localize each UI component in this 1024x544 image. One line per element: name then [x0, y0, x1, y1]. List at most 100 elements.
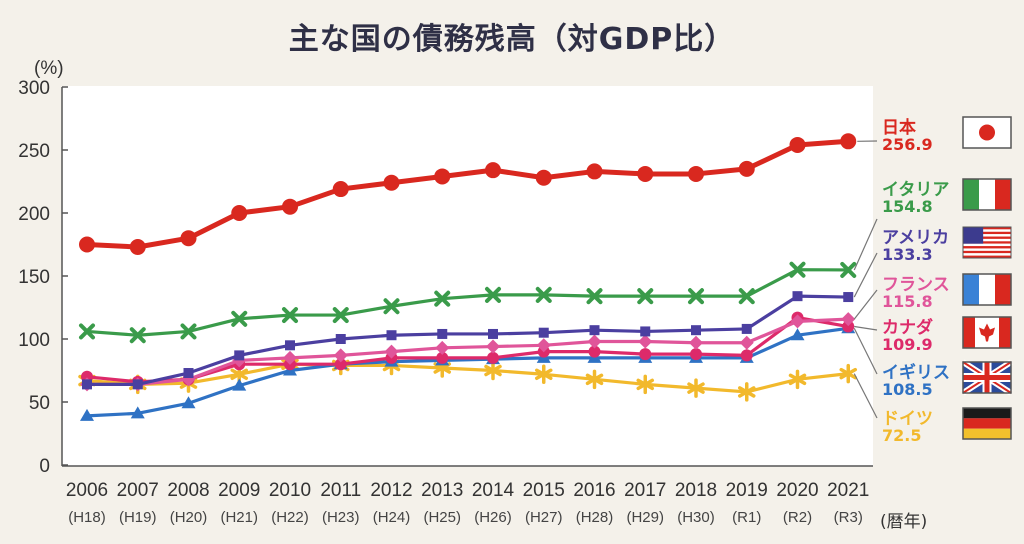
data-point: [80, 408, 94, 421]
data-point: [586, 163, 603, 180]
data-point: [386, 330, 397, 341]
x-tick-label: 2006: [66, 480, 108, 501]
x-tick-label: 2009: [218, 480, 260, 501]
legend-label: フランス: [882, 275, 950, 295]
x-tick-label: 2010: [269, 480, 311, 501]
data-point: [488, 328, 498, 339]
data-point: [130, 406, 145, 419]
canada-flag-icon: [962, 316, 1012, 349]
uk-flag-icon: [961, 359, 1013, 396]
data-point: [688, 165, 704, 182]
x-tick-sublabel: (H21): [220, 509, 258, 526]
data-point: [741, 323, 752, 334]
data-point: [79, 323, 95, 340]
data-point: [332, 181, 349, 198]
leader-line: [853, 289, 878, 320]
data-point: [282, 307, 298, 324]
data-point: [790, 328, 805, 341]
y-tick-label: 200: [18, 204, 50, 225]
legend-label: ドイツ: [882, 409, 933, 429]
y-axis-label: (%): [34, 58, 64, 79]
data-point: [384, 344, 399, 359]
data-point: [687, 378, 705, 398]
series-line: [87, 294, 849, 386]
series-line: [86, 326, 849, 418]
series-italy: [79, 261, 857, 344]
y-tick-label: 0: [39, 456, 50, 477]
data-point: [688, 288, 704, 305]
data-point: [234, 350, 245, 361]
x-tick-label: 2017: [624, 480, 666, 501]
x-tick-sublabel: (H28): [576, 509, 614, 526]
data-point: [232, 378, 247, 391]
data-point: [282, 198, 298, 215]
data-point: [841, 312, 856, 327]
data-point: [181, 396, 196, 409]
legend-label: イタリア: [882, 180, 949, 200]
x-tick-label: 2021: [827, 480, 869, 501]
x-tick-label: 2020: [776, 480, 818, 501]
legend-label: アメリカ: [882, 228, 949, 248]
x-axis-label: (暦年): [880, 512, 927, 532]
germany-flag-icon: [962, 407, 1012, 440]
x-tick-sublabel: (H27): [525, 509, 563, 526]
data-point: [231, 310, 248, 327]
series-usa: [82, 291, 854, 390]
data-point: [332, 307, 349, 324]
data-point: [636, 374, 654, 395]
plot-background: [62, 86, 873, 466]
data-point: [538, 327, 549, 338]
data-point: [285, 340, 295, 351]
legend-value: 115.8: [882, 292, 933, 311]
x-tick-label: 2007: [117, 480, 159, 501]
data-point: [843, 292, 854, 303]
x-tick-sublabel: (H19): [119, 509, 157, 526]
data-point: [129, 327, 146, 344]
data-point: [587, 334, 602, 349]
series-line: [86, 268, 849, 337]
legend-value: 109.9: [882, 335, 933, 354]
x-tick-label: 2019: [726, 480, 768, 501]
data-point: [788, 369, 807, 390]
data-point: [738, 382, 756, 402]
x-tick-sublabel: (H26): [474, 509, 512, 526]
data-point: [333, 348, 348, 363]
data-point: [638, 334, 653, 349]
italy-flag-icon: [962, 178, 1012, 211]
leader-line: [854, 325, 878, 331]
data-point: [484, 360, 502, 381]
data-point: [790, 314, 805, 329]
series-line: [86, 138, 849, 250]
data-point: [690, 348, 702, 361]
data-point: [637, 165, 654, 182]
data-point: [789, 136, 806, 153]
x-tick-sublabel: (H30): [677, 509, 715, 526]
data-point: [738, 288, 755, 305]
data-point: [383, 174, 400, 191]
data-point: [535, 364, 553, 385]
x-tick-label: 2018: [675, 480, 717, 501]
x-tick-sublabel: (H20): [170, 509, 208, 526]
x-tick-sublabel: (H23): [322, 509, 360, 526]
data-point: [434, 290, 451, 307]
data-point: [180, 230, 197, 247]
data-point: [435, 340, 450, 355]
x-tick-label: 2015: [523, 480, 565, 501]
x-tick-label: 2008: [167, 480, 209, 501]
data-point: [640, 326, 651, 337]
data-point: [383, 298, 400, 315]
y-tick-label: 100: [18, 330, 50, 351]
x-tick-sublabel: (R3): [834, 509, 863, 526]
france-flag-icon: [962, 273, 1012, 306]
data-point: [589, 325, 600, 336]
x-tick-label: 2011: [320, 480, 361, 501]
x-tick-label: 2012: [370, 480, 412, 501]
leader-line: [853, 373, 878, 419]
data-point: [585, 369, 604, 390]
chart-title: 主な国の債務残高（対GDP比）: [288, 22, 736, 57]
data-point: [839, 363, 857, 384]
